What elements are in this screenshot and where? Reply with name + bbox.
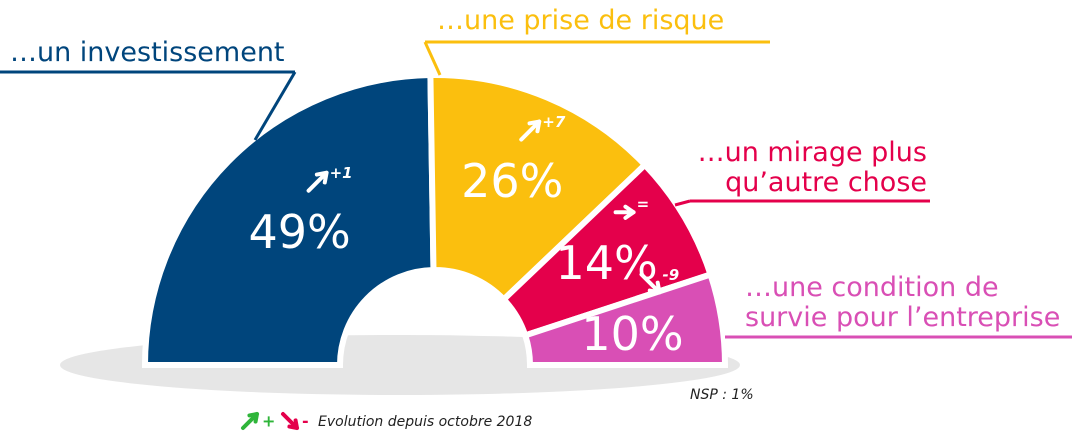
leader-line	[423, 41, 442, 76]
trend-arrow	[519, 119, 542, 142]
change-label: -9	[662, 266, 679, 284]
category-label: …une condition de survie pour l’entrepri…	[745, 272, 1061, 333]
change-label: +1	[330, 164, 353, 182]
slice	[141, 71, 437, 368]
value-label: 10%	[581, 307, 683, 361]
legend-up: +	[262, 412, 275, 431]
trend-arrow	[241, 412, 259, 430]
leader-line	[253, 71, 297, 141]
trend-arrow	[639, 272, 662, 295]
trend-arrow	[281, 412, 299, 430]
value-label: 14%	[555, 236, 657, 290]
note: NSP : 1%	[690, 387, 754, 403]
value-label: 26%	[461, 154, 563, 208]
change-label: +7	[542, 113, 566, 131]
change-label: =	[637, 195, 650, 213]
legend-text: Evolution depuis octobre 2018	[318, 414, 532, 430]
category-label: …un investissement	[10, 37, 285, 68]
leader-line	[674, 199, 691, 207]
trend-arrow	[613, 204, 636, 220]
slice	[521, 270, 729, 368]
slice	[427, 72, 650, 304]
category-label: …une prise de risque	[437, 5, 725, 36]
category-label: …un mirage plus qu’autre chose	[697, 137, 927, 198]
legend-down: -	[302, 412, 309, 431]
trend-arrow	[306, 170, 329, 193]
value-label: 49%	[248, 205, 350, 259]
